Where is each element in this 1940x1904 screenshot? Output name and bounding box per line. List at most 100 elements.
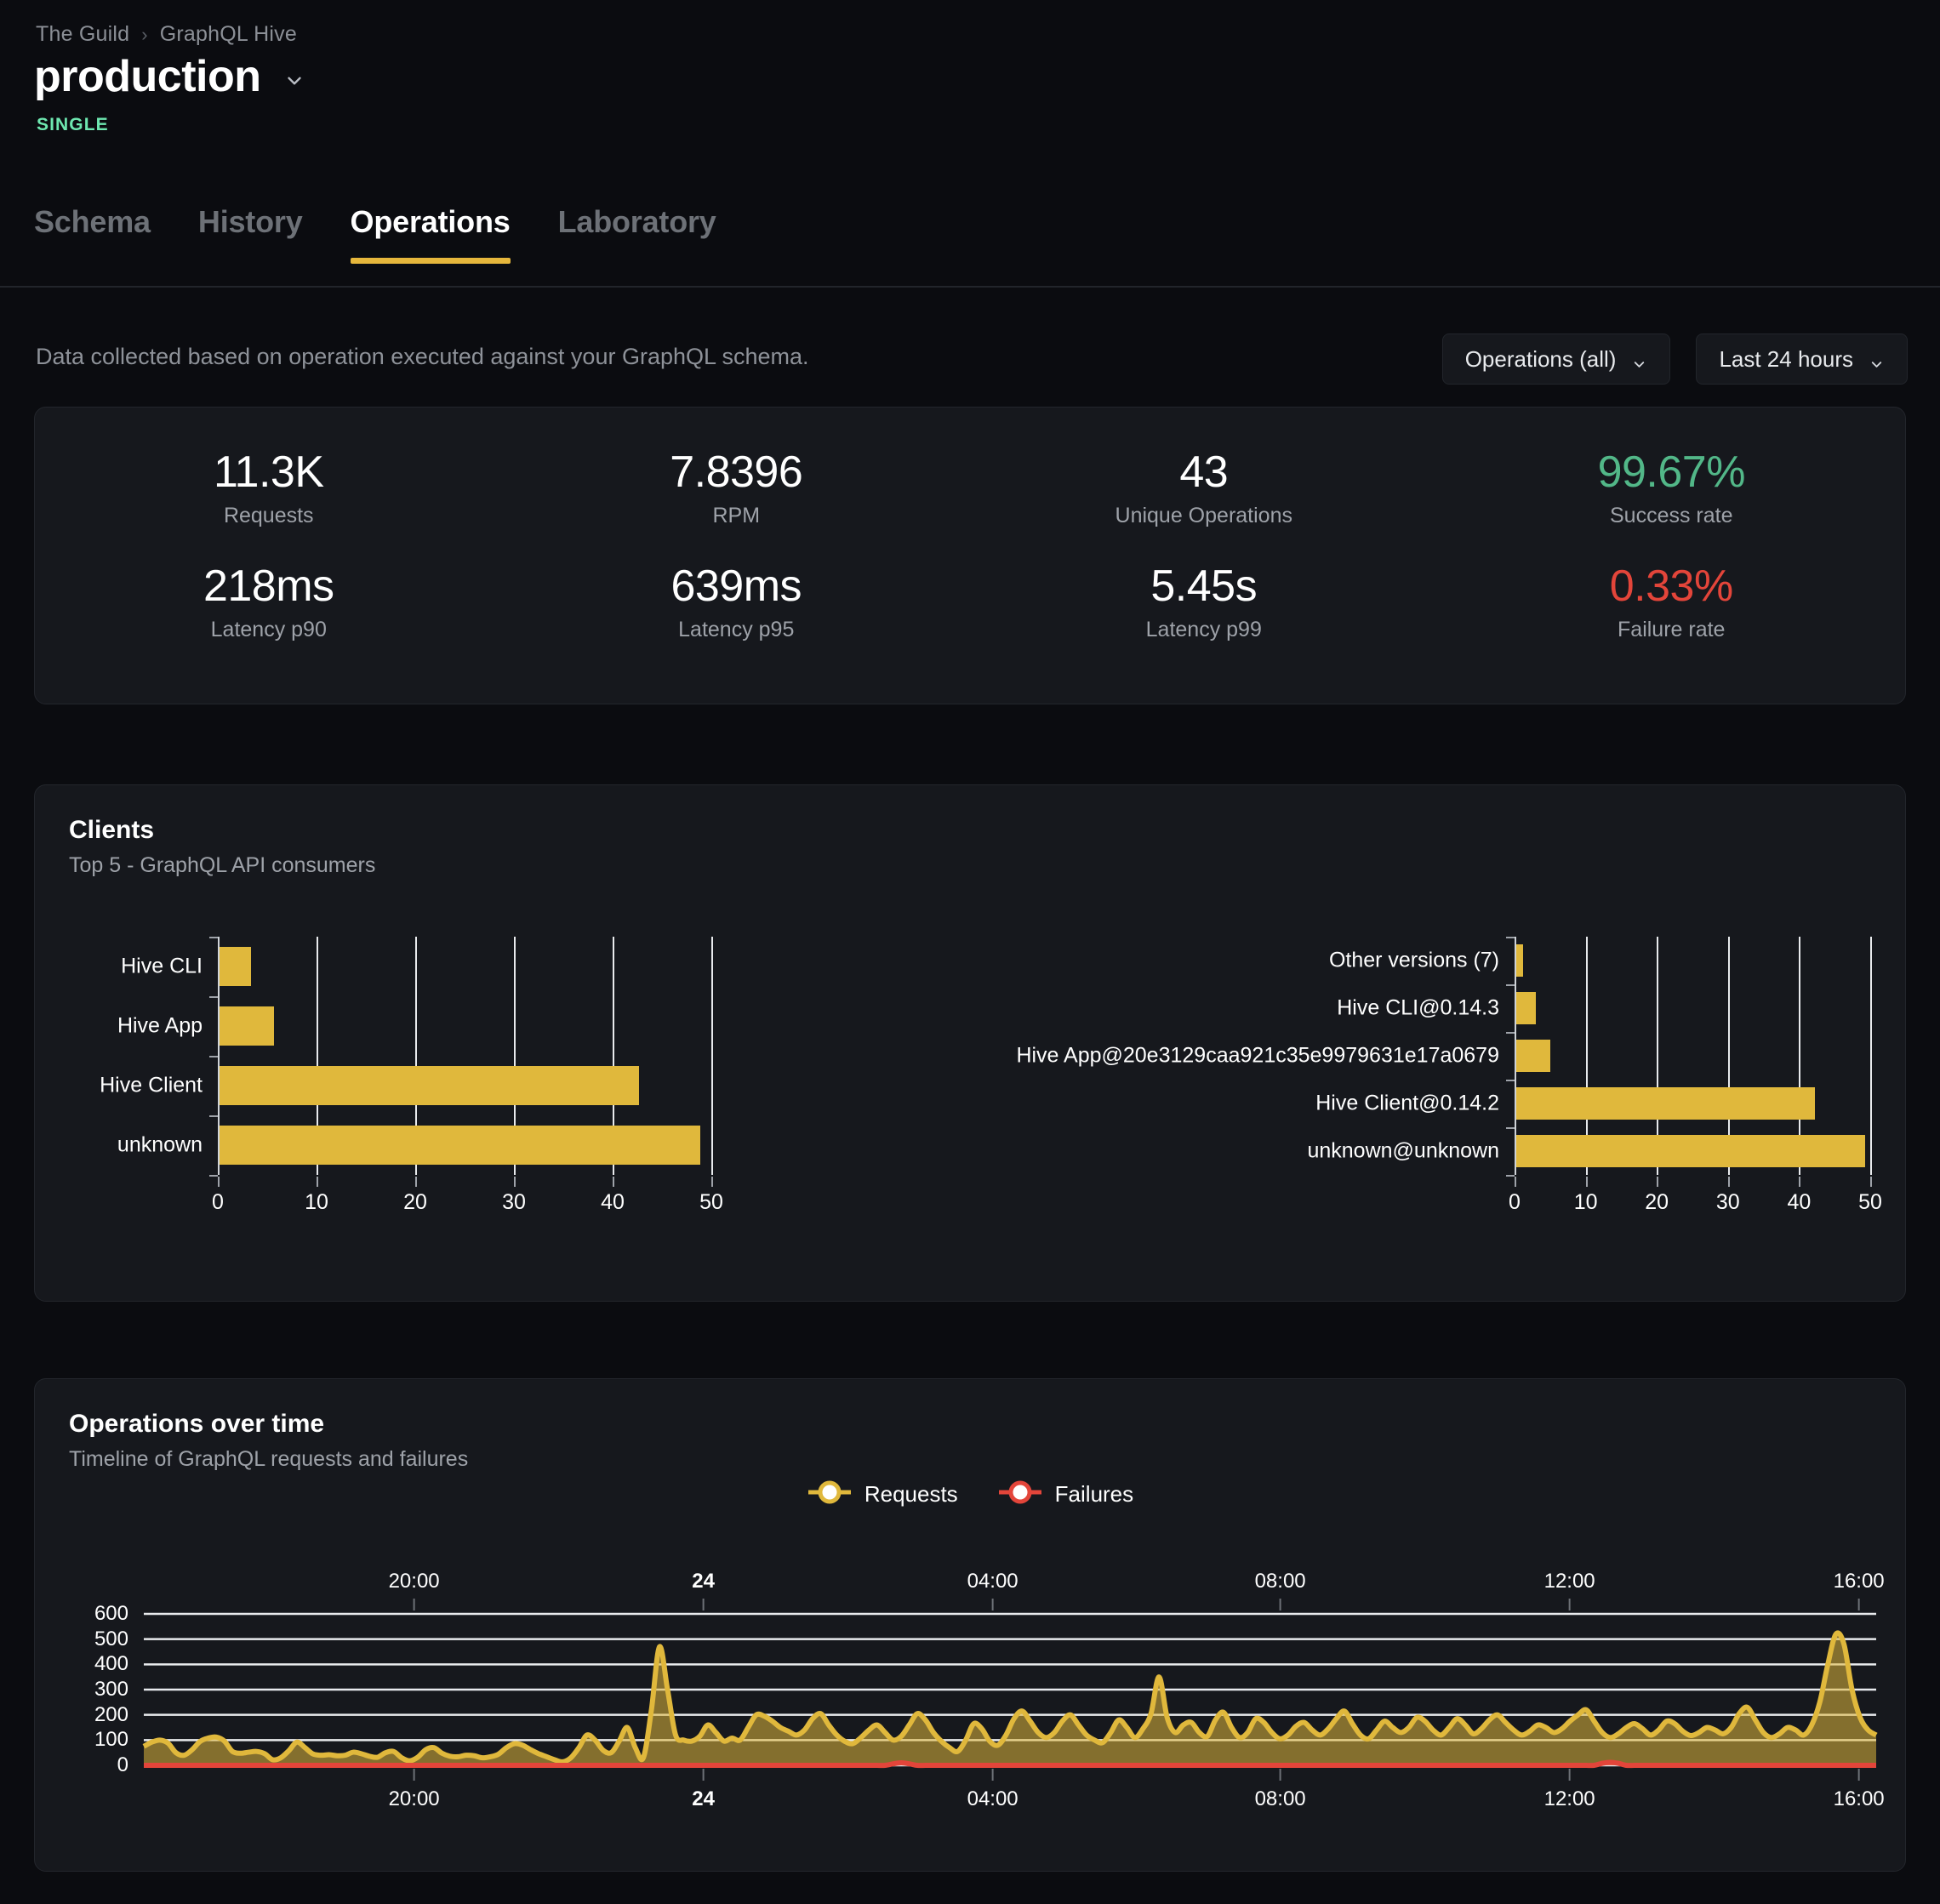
- stats-card: 11.3K Requests 7.8396 RPM 43 Unique Operation…: [34, 407, 1906, 704]
- chart-y-axis: [218, 937, 220, 1175]
- chart-y-tick-label: 600: [94, 1602, 128, 1625]
- legend-item-failures[interactable]: Failures: [997, 1479, 1133, 1509]
- chart-gridline: [711, 937, 713, 1175]
- legend-marker-icon: [807, 1479, 853, 1509]
- chart-area-requests: [144, 1633, 1876, 1765]
- chart-y-tick: [1506, 1032, 1515, 1034]
- chevron-down-icon: [1869, 352, 1885, 368]
- chart-bar[interactable]: [220, 1066, 639, 1105]
- chart-x-tick: [514, 1177, 516, 1187]
- stat-failure-rate: 0.33% Failure rate: [1438, 559, 1906, 642]
- chart-gridline: [1799, 937, 1801, 1175]
- chart-category-label: Hive CLI: [121, 954, 203, 978]
- chart-x-tick-label: 04:00: [967, 1570, 1018, 1593]
- chevron-down-icon[interactable]: [283, 70, 305, 92]
- chart-bar[interactable]: [1516, 944, 1524, 977]
- chart-x-tick-label: 40: [601, 1190, 625, 1214]
- operations-filter-dropdown[interactable]: Operations (all): [1441, 333, 1671, 385]
- chart-bar[interactable]: [1516, 1040, 1551, 1072]
- clients-card-header: Clients Top 5 - GraphQL API consumers: [69, 816, 375, 878]
- breadcrumb-project[interactable]: GraphQL Hive: [159, 22, 297, 46]
- period-filter-dropdown[interactable]: Last 24 hours: [1696, 333, 1908, 385]
- chart-x-tick-label: 0: [1509, 1190, 1521, 1214]
- stat-label: Failure rate: [1618, 618, 1726, 641]
- stat-label: Latency p90: [210, 618, 327, 641]
- chart-x-tick: [1585, 1177, 1588, 1187]
- chart-bar[interactable]: [220, 1006, 274, 1046]
- tab-operations[interactable]: Operations: [350, 204, 511, 264]
- chart-bar[interactable]: [220, 947, 252, 986]
- chart-category-label: unknown@unknown: [1307, 1138, 1499, 1163]
- tab-schema[interactable]: Schema: [34, 204, 151, 239]
- chart-bar[interactable]: [1516, 992, 1537, 1024]
- chart-y-tick-label: 300: [94, 1678, 128, 1701]
- timeseries-legend: Requests Failures: [35, 1479, 1905, 1509]
- chart-gridline: [1870, 937, 1872, 1175]
- chart-gridline: [613, 937, 614, 1175]
- chart-y-tick-label: 0: [117, 1753, 128, 1776]
- legend-item-requests[interactable]: Requests: [807, 1479, 958, 1509]
- chart-y-tick: [1506, 1175, 1515, 1177]
- chart-x-tick-label: 24: [692, 1787, 715, 1810]
- chevron-down-icon: [1631, 352, 1647, 368]
- chart-x-tick-label: 16:00: [1833, 1787, 1885, 1810]
- chart-line-failures[interactable]: [144, 1759, 1876, 1769]
- breadcrumb: The Guild › GraphQL Hive: [36, 22, 297, 47]
- chart-x-tick: [415, 1177, 417, 1187]
- stat-label: Unique Operations: [1115, 504, 1292, 527]
- clients-title: Clients: [69, 816, 155, 844]
- stat-label: Requests: [223, 504, 314, 527]
- chart-x-tick-label: 24: [692, 1570, 715, 1593]
- chart-gridline: [1727, 937, 1730, 1175]
- status-badge: SINGLE: [37, 115, 109, 134]
- stat-success-rate: 99.67% Success rate: [1438, 445, 1906, 528]
- chart-bar[interactable]: [220, 1126, 700, 1165]
- chart-x-tick: [711, 1177, 713, 1187]
- chart-x-tick: [1515, 1177, 1516, 1187]
- tab-laboratory[interactable]: Laboratory: [557, 204, 716, 239]
- tab-history[interactable]: History: [197, 204, 303, 239]
- chart-category-label: Hive App: [117, 1013, 203, 1038]
- chart-x-tick-label: 12:00: [1543, 1570, 1595, 1593]
- title-row: production: [34, 52, 305, 101]
- chart-x-tick-label: 20:00: [388, 1787, 440, 1810]
- chart-x-tick-label: 20: [403, 1190, 427, 1214]
- chart-x-tick-label: 0: [212, 1190, 224, 1214]
- stats-grid: 11.3K Requests 7.8396 RPM 43 Unique Operation…: [35, 445, 1905, 642]
- chart-y-axis: [1515, 937, 1516, 1175]
- chart-line-requests[interactable]: [142, 1630, 1878, 1764]
- clients-charts-row: 0 10 20 30 40 50 Hive CLI Hive App Hive Client un…: [35, 937, 1905, 1217]
- breadcrumb-org[interactable]: The Guild: [36, 22, 130, 46]
- chart-x-tick-label: 08:00: [1254, 1787, 1306, 1810]
- clients-by-name-chart: 0 10 20 30 40 50 Hive CLI Hive App Hive Client un…: [35, 937, 970, 1217]
- chart-gridline: [1585, 937, 1588, 1175]
- chart-y-tick: [1506, 937, 1515, 938]
- timeseries-chart: 0 100 200 300 400 500 600 20:00 20:00 24 24 04:00 04…: [35, 1541, 1905, 1847]
- chart-x-tick: [317, 1177, 318, 1187]
- stat-label: Success rate: [1609, 504, 1733, 527]
- operations-over-time-card: Operations over time Timeline of GraphQL…: [34, 1378, 1906, 1872]
- chart-category-label: unknown: [117, 1132, 203, 1157]
- stat-label: Latency p99: [1145, 618, 1262, 641]
- stat-value: 43: [1179, 447, 1229, 497]
- chart-y-tick: [209, 937, 218, 938]
- chart-x-tick-label: 10: [305, 1190, 328, 1214]
- chart-gridline: [514, 937, 516, 1175]
- stat-unique-operations: 43 Unique Operations: [970, 445, 1438, 528]
- clients-by-version-chart: 0 10 20 30 40 50 Other versions (7) Hive CLI@0.…: [970, 937, 1905, 1217]
- legend-marker-icon: [997, 1479, 1043, 1509]
- chart-bar[interactable]: [1516, 1087, 1816, 1120]
- chart-category-label: Other versions (7): [1328, 948, 1499, 972]
- chart-x-tick-label: 16:00: [1833, 1570, 1885, 1593]
- chart-x-tick: [1870, 1177, 1872, 1187]
- filter-toolbar: Operations (all) Last 24 hours: [1441, 333, 1908, 385]
- chart-x-tick-label: 20: [1645, 1190, 1669, 1214]
- legend-label-failures: Failures: [1054, 1481, 1134, 1507]
- ops-card-header: Operations over time Timeline of GraphQL…: [69, 1410, 468, 1472]
- chart-y-tick-label: 500: [94, 1627, 128, 1650]
- tab-bar-divider: [0, 286, 1940, 288]
- chart-bar[interactable]: [1516, 1135, 1865, 1167]
- chart-category-label: Hive App@20e3129caa921c35e9979631e17a067…: [1016, 1043, 1499, 1068]
- chart-x-tick-label: 30: [502, 1190, 526, 1214]
